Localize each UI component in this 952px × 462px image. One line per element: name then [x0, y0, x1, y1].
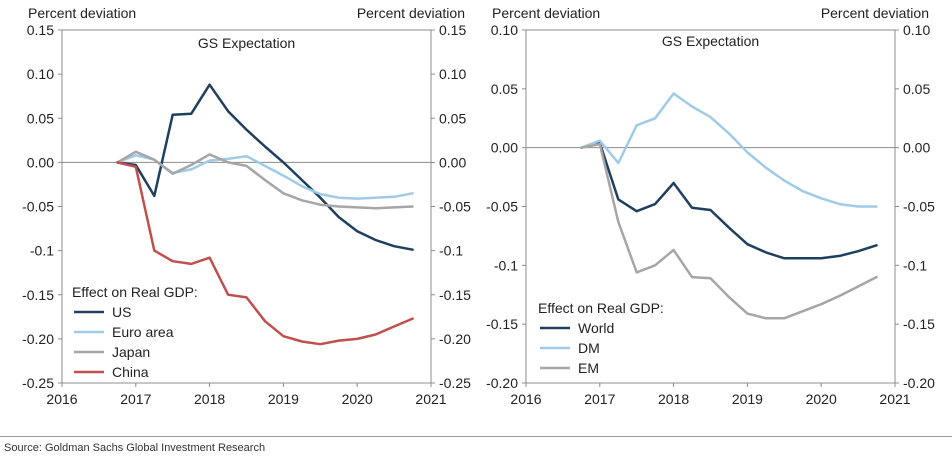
y-tick-label-right: 0.05: [903, 81, 930, 97]
y-tick-label-left: 0.10: [27, 66, 54, 82]
x-tick-label: 2021: [879, 391, 910, 407]
y-tick-label-left: 0.15: [27, 22, 54, 38]
footer-rule: [0, 436, 952, 437]
legend-label: US: [112, 304, 131, 320]
x-tick-label: 2021: [415, 391, 446, 407]
y-tick-label-right: -0.15: [439, 287, 471, 303]
y-tick-label-right: 0.00: [903, 140, 930, 156]
x-tick-label: 2019: [732, 391, 763, 407]
y-tick-label-left: 0.00: [491, 140, 518, 156]
legend-label: DM: [578, 340, 600, 356]
y-tick-label-left: 0.05: [27, 110, 54, 126]
y-tick-label-right: 0.05: [439, 110, 466, 126]
series-line-world: [580, 141, 878, 260]
series-line-em: [580, 142, 878, 320]
y-tick-label-left: -0.05: [486, 199, 518, 215]
legend-label: EM: [578, 360, 599, 376]
series-line-dm: [580, 92, 878, 208]
y-tick-label-left: -0.15: [22, 287, 54, 303]
y-tick-label-right: 0.10: [903, 22, 930, 38]
legend-label: Euro area: [112, 324, 174, 340]
chart-title: GS Expectation: [198, 35, 295, 51]
series-line-china: [116, 161, 414, 346]
charts-figure: 0.15 0.15 0.10 0.10 0.05 0.05 0.00 0.00 -0.05 -0.…: [22, 5, 935, 407]
chart-title: GS Expectation: [662, 33, 759, 49]
y-tick-label-right: 0.15: [439, 22, 466, 38]
y-tick-label-left: -0.15: [486, 316, 518, 332]
x-tick-label: 2017: [120, 391, 151, 407]
x-tick-label: 2019: [268, 391, 299, 407]
y-tick-label-right: -0.25: [439, 375, 471, 391]
y-tick-label-right: -0.1: [903, 257, 927, 273]
x-tick-label: 2018: [194, 391, 225, 407]
y-tick-label-left: 0.10: [491, 22, 518, 38]
y-tick-label-right: -0.1: [439, 243, 463, 259]
legend-title: Effect on Real GDP:: [72, 284, 198, 300]
y-tick-label-right: 0.00: [439, 154, 466, 170]
source-note: Source: Goldman Sachs Global Investment …: [4, 442, 266, 454]
y-tick-label-left: -0.05: [22, 199, 54, 215]
y-tick-label-left: -0.1: [30, 243, 54, 259]
y-axis-label-right: Percent deviation: [357, 5, 465, 21]
y-tick-label-left: -0.1: [494, 257, 518, 273]
series-line-japan: [116, 150, 414, 210]
legend-label: China: [112, 364, 149, 380]
y-axis-label-left: Percent deviation: [492, 5, 600, 21]
y-tick-label-right: -0.05: [439, 199, 471, 215]
legend-label: World: [578, 320, 614, 336]
y-tick-label-left: -0.25: [22, 375, 54, 391]
legend-label: Japan: [112, 344, 150, 360]
chart-panel-1: 0.15 0.15 0.10 0.10 0.05 0.05 0.00 0.00 -0.05 -0.…: [22, 5, 471, 407]
y-tick-label-right: -0.15: [903, 316, 935, 332]
y-tick-label-left: 0.00: [27, 154, 54, 170]
y-tick-label-right: -0.20: [439, 331, 471, 347]
x-tick-label: 2017: [584, 391, 615, 407]
y-tick-label-left: 0.05: [491, 81, 518, 97]
x-tick-label: 2016: [510, 391, 541, 407]
y-axis-label-left: Percent deviation: [28, 5, 136, 21]
x-tick-label: 2020: [342, 391, 373, 407]
y-tick-label-left: -0.20: [22, 331, 54, 347]
legend-title: Effect on Real GDP:: [538, 300, 664, 316]
x-tick-label: 2020: [806, 391, 837, 407]
x-tick-label: 2016: [46, 391, 77, 407]
series-line-us: [116, 83, 414, 251]
y-tick-label-right: -0.20: [903, 375, 935, 391]
x-tick-label: 2018: [658, 391, 689, 407]
y-tick-label-right: -0.05: [903, 199, 935, 215]
chart-panel-2: 0.10 0.10 0.05 0.05 0.00 0.00 -0.05 -0.05 -0.1 -0…: [486, 5, 935, 407]
y-tick-label-right: 0.10: [439, 66, 466, 82]
y-axis-label-right: Percent deviation: [821, 5, 929, 21]
y-tick-label-left: -0.20: [486, 375, 518, 391]
